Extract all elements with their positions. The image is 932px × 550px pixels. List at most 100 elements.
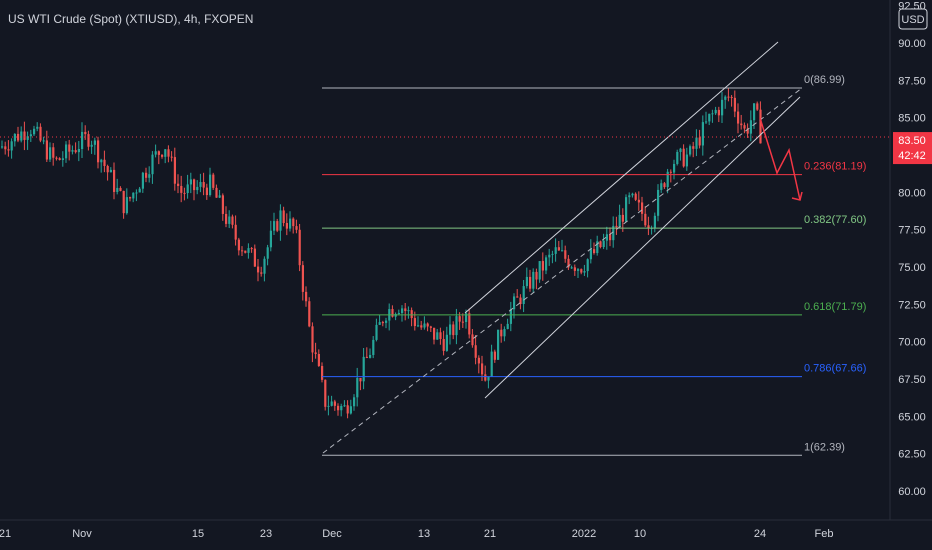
candle-body (244, 250, 247, 253)
candle-body (87, 134, 90, 147)
candle-body (58, 158, 61, 160)
price-axis-label: 80.00 (898, 187, 926, 199)
candle-body (234, 224, 237, 240)
candle-body (753, 103, 756, 121)
candle-body (237, 239, 240, 251)
candle-body (557, 247, 560, 251)
candle-body (301, 265, 304, 292)
fib-level-label: 0.618(71.79) (804, 301, 866, 313)
fib-level-label: 1(62.39) (804, 441, 845, 453)
candle-body (724, 96, 727, 100)
candle-body (353, 397, 356, 407)
candle-body (609, 234, 612, 241)
candle-body (359, 377, 362, 382)
channel-median-line[interactable] (322, 87, 803, 454)
channel-lower-line[interactable] (484, 96, 801, 399)
fibonacci-layer: 0(86.99) 0.236(81.19) 0.382(77.60) 0.618(71… (322, 74, 866, 456)
candle-body (452, 324, 455, 336)
candle-body (218, 195, 221, 198)
fib-level-label: 0(86.99) (804, 74, 845, 86)
currency-label: USD (901, 14, 924, 26)
candle-body (586, 259, 589, 272)
candle-body (221, 195, 224, 214)
candle-body (135, 192, 138, 194)
forecast-arrow[interactable] (759, 117, 803, 201)
candle-body (327, 405, 330, 407)
candle-body (209, 174, 212, 196)
candle-body (749, 120, 752, 134)
title-separator: , (197, 12, 205, 26)
time-axis-label: Feb (815, 528, 834, 540)
candle-body (100, 159, 103, 163)
chart-title: US WTI Crude (Spot) (XTIUSD), 4h, FXOPEN (8, 12, 253, 26)
channel-upper-line[interactable] (464, 41, 779, 314)
candle-body (68, 144, 71, 152)
candle-body (673, 163, 676, 173)
candle-body (81, 131, 84, 149)
candle-body (308, 301, 311, 327)
candle-body (129, 197, 132, 199)
candle-body (404, 308, 407, 311)
candle-body (321, 366, 324, 380)
candle-body (61, 158, 64, 160)
candle-body (385, 320, 388, 323)
candle-body (241, 250, 244, 252)
candle-body (269, 230, 272, 248)
candle-body (132, 192, 135, 199)
candle-body (541, 261, 544, 271)
candles-layer (1, 88, 762, 419)
candle-body (701, 122, 704, 146)
candle-body (612, 225, 615, 241)
candle-body (247, 248, 250, 253)
candle-body (413, 318, 416, 327)
candle-body (570, 267, 573, 269)
time-axis: 21 Nov 15 23 Dec 13 21 2022 10 24 Feb (0, 528, 833, 540)
candle-body (196, 186, 199, 191)
candle-body (429, 326, 432, 328)
currency-badge[interactable] (898, 8, 928, 30)
candle-body (122, 190, 125, 214)
time-axis-label: 23 (260, 528, 272, 540)
candle-body (257, 266, 260, 273)
candle-body (493, 351, 496, 360)
candle-body (513, 296, 516, 310)
candle-body (535, 271, 538, 280)
candle-body (599, 241, 602, 248)
candle-body (455, 316, 458, 336)
candle-body (484, 374, 487, 381)
channel-layer (322, 41, 803, 454)
candle-body (378, 322, 381, 325)
candle-body (711, 113, 714, 115)
title-separator: , (177, 12, 185, 26)
price-axis-label: 85.00 (898, 113, 926, 125)
candle-body (631, 193, 634, 196)
candle-body (509, 309, 512, 324)
candle-body (682, 148, 685, 167)
candle-body (177, 183, 180, 186)
candle-body (7, 149, 10, 151)
candle-body (714, 109, 717, 114)
candle-body (746, 128, 749, 134)
fib-level-label: 0.786(67.66) (804, 363, 866, 375)
candle-body (52, 147, 55, 158)
candle-body (442, 338, 445, 351)
candle-body (525, 276, 528, 287)
candle-body (554, 247, 557, 254)
candle-body (292, 218, 295, 227)
candle-body (615, 225, 618, 228)
candle-body (151, 154, 154, 175)
candle-body (634, 193, 637, 200)
candle-body (381, 322, 384, 324)
candle-body (113, 169, 116, 192)
candle-body (180, 185, 183, 193)
candle-body (516, 296, 519, 298)
candle-body (721, 99, 724, 116)
candle-body (519, 297, 522, 305)
candle-body (474, 345, 477, 358)
candle-body (461, 321, 464, 323)
candle-body (39, 126, 42, 141)
candle-body (65, 144, 68, 159)
candle-body (215, 187, 218, 198)
candle-body (225, 213, 228, 224)
